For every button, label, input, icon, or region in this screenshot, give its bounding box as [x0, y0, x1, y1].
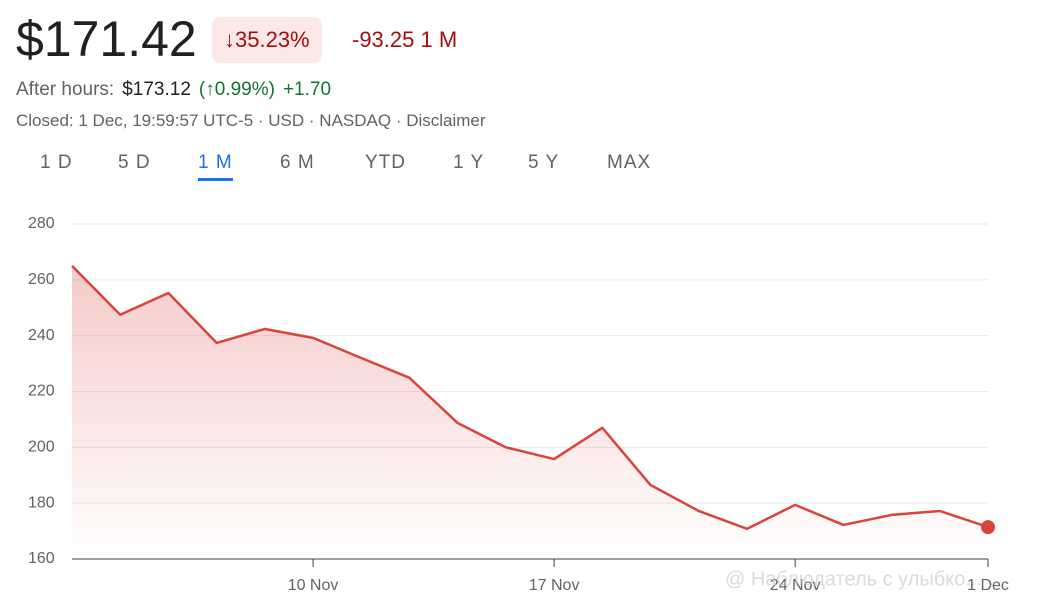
period: 1 M [420, 27, 458, 52]
info: Closed: 1 Dec, 19:59:57 UTC-5 · USD · NA… [16, 111, 486, 131]
x-tick-label: 10 Nov [288, 577, 339, 594]
y-tick-label: 200 [28, 439, 55, 456]
info-item: NASDAQ [319, 111, 392, 130]
range-tab[interactable]: 5 Y [528, 152, 560, 173]
tabs: 1 D 5 D 1 M 6 M YTD 1 Y 5 Y MAX [0, 150, 700, 190]
range-tab[interactable]: 5 D [118, 152, 151, 173]
x-tick-label: 24 Nov [770, 577, 821, 594]
y-tick-label: 180 [28, 494, 55, 511]
y-tick-label: 160 [28, 550, 55, 567]
after-hours-price: $173.12 [122, 79, 191, 100]
last-point [981, 520, 995, 535]
info-item[interactable]: Disclaimer [406, 111, 486, 130]
pct: 0.99% [214, 79, 269, 100]
after-hours-label: After hours: [16, 79, 115, 100]
separator: · [253, 111, 269, 130]
price: $171.42 [16, 11, 197, 67]
change: -93.25 1 M [352, 17, 457, 63]
separator: · [304, 111, 320, 130]
range-tab[interactable]: YTD [365, 152, 406, 173]
range-tab[interactable]: MAX [607, 152, 652, 173]
range-tab[interactable]: 1 D [40, 152, 73, 173]
range-tab[interactable]: 1 Y [453, 152, 485, 173]
info-item: Closed: 1 Dec, 19:59:57 UTC-5 [16, 111, 254, 130]
y-tick-label: 280 [28, 215, 55, 232]
watermark: @ Наблюдатель с улыбко... [725, 568, 982, 590]
y-tick-label: 220 [28, 383, 55, 400]
after-hours-pct: (↑0.99%) [198, 79, 275, 100]
x-tick-label: 1 Dec [967, 577, 1009, 594]
area [72, 265, 988, 559]
range-tab[interactable]: 6 M [280, 152, 315, 173]
y-tick-label: 260 [28, 271, 55, 288]
info-item: USD [268, 111, 305, 130]
change-pill: ↓35.23% [212, 17, 322, 63]
y-tick-label: 240 [28, 327, 55, 344]
x-tick-label: 17 Nov [529, 577, 580, 594]
after-hours: After hours: $173.12 (↑0.99%) +1.70 [16, 79, 331, 101]
price-line [71, 264, 989, 531]
separator: · [391, 111, 407, 130]
after-hours-change: +1.70 [282, 79, 332, 100]
change-value: -93.25 [352, 27, 415, 52]
change-pct: 35.23% [235, 27, 310, 52]
range-tab[interactable]: 1 M [198, 152, 233, 181]
